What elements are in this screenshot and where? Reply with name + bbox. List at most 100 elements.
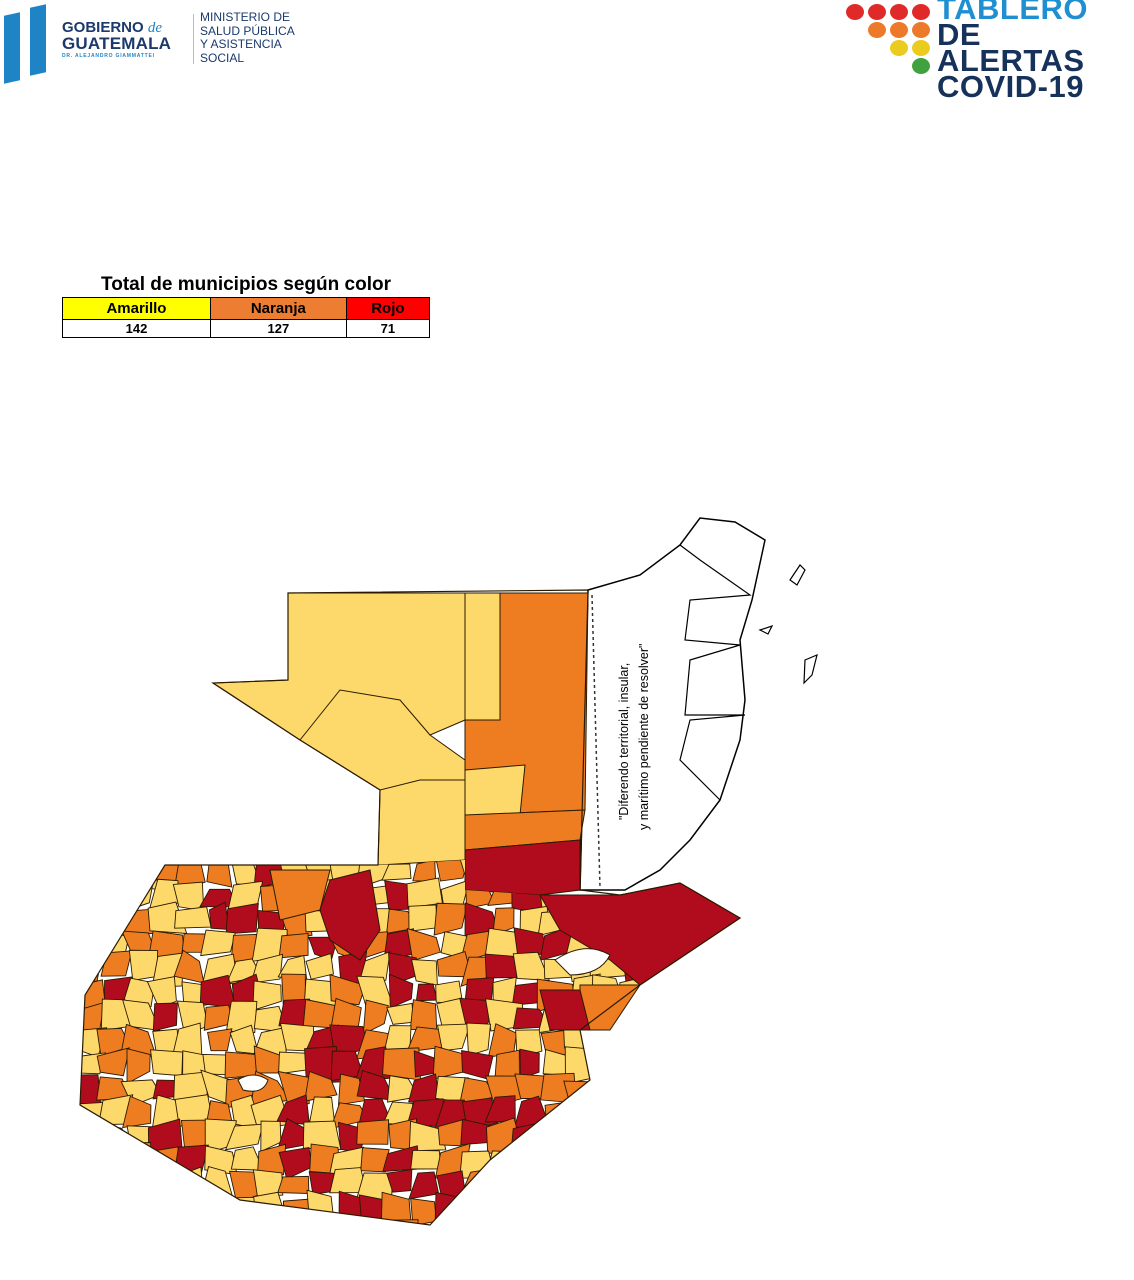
- municipality: [620, 1119, 640, 1157]
- municipality: [174, 1144, 209, 1174]
- header-naranja: Naranja: [209, 297, 347, 320]
- municipality: [225, 1000, 258, 1034]
- municipality-count-table: Amarillo Naranja Rojo 142 127 71: [62, 297, 431, 338]
- municipality: [436, 1023, 471, 1052]
- municipality: [80, 950, 104, 985]
- municipality: [622, 1168, 640, 1199]
- municipality: [466, 1022, 492, 1057]
- municipality: [252, 980, 282, 1012]
- municipality: [588, 1071, 628, 1106]
- municipality: [150, 1146, 179, 1181]
- municipality: [511, 1190, 547, 1222]
- lake-izabal: [554, 948, 611, 976]
- guatemala-outline: [79, 589, 742, 1226]
- municipality: [80, 860, 103, 892]
- municipality: [616, 1074, 640, 1104]
- municipality: [409, 999, 438, 1031]
- municipality: [411, 959, 438, 986]
- municipality: [329, 974, 367, 1006]
- municipality: [123, 1217, 160, 1225]
- municipality: [642, 1002, 678, 1033]
- municipality: [514, 1095, 552, 1130]
- municipality: [538, 1191, 574, 1225]
- municipality: [206, 860, 233, 888]
- municipality: [128, 949, 159, 981]
- municipality: [642, 1095, 677, 1131]
- municipality: [567, 1099, 603, 1123]
- summary-title: Total de municipios según color: [101, 274, 391, 295]
- municipality: [415, 983, 438, 1002]
- large-municipalities: [269, 869, 741, 1031]
- municipality: [484, 1213, 521, 1225]
- municipality: [253, 1191, 289, 1225]
- municipality: [277, 1175, 310, 1194]
- municipality: [435, 860, 470, 882]
- municipality: [646, 981, 670, 1005]
- municipality: [80, 1171, 106, 1200]
- municipality: [519, 1149, 550, 1176]
- municipality: [278, 932, 309, 959]
- municipality: [252, 1169, 284, 1198]
- municipality: [95, 879, 135, 910]
- municipality: [381, 863, 412, 881]
- municipality: [174, 906, 212, 929]
- municipality: [407, 1223, 444, 1225]
- municipality: [590, 1048, 627, 1077]
- municipality: [545, 1126, 577, 1149]
- municipality: [200, 929, 236, 957]
- municipality: [100, 950, 133, 977]
- municipality: [180, 1193, 209, 1225]
- municipality: [234, 1214, 259, 1225]
- municipality: [356, 1222, 396, 1225]
- belize-note-line1: "Diferendo territorial, insular,: [617, 663, 631, 820]
- municipality: [642, 1077, 677, 1098]
- municipality: [172, 881, 205, 912]
- municipality: [591, 1124, 628, 1156]
- municipality: [101, 1213, 131, 1225]
- municipality: [80, 879, 107, 912]
- peten-region: [211, 592, 589, 896]
- municipality: [621, 1054, 640, 1080]
- municipality: [146, 976, 177, 1009]
- municipality: [433, 902, 468, 936]
- municipality: [513, 1221, 548, 1225]
- municipality: [150, 1168, 183, 1200]
- municipality: [198, 1189, 237, 1224]
- count-amarillo: 142: [62, 319, 211, 338]
- municipality: [96, 1168, 134, 1200]
- municipality: [121, 1190, 150, 1225]
- municipality: [80, 1149, 105, 1176]
- municipality: [147, 1192, 181, 1222]
- municipality: [566, 1147, 602, 1171]
- municipality: [309, 1220, 340, 1225]
- municipality: [563, 1080, 598, 1102]
- municipality: [615, 1144, 640, 1177]
- municipality: [388, 973, 414, 1009]
- municipality: [386, 1002, 415, 1025]
- municipality: [305, 952, 334, 980]
- municipality: [593, 1167, 628, 1204]
- municipality: [615, 1213, 640, 1225]
- municipality: [356, 1119, 390, 1145]
- header-rojo: Rojo: [345, 297, 431, 320]
- municipality: [122, 1095, 152, 1129]
- municipality: [95, 1143, 130, 1177]
- municipality: [487, 1191, 517, 1225]
- municipality: [592, 1142, 623, 1174]
- municipality: [591, 1216, 626, 1225]
- municipality: [381, 1219, 419, 1225]
- municipality: [172, 1022, 203, 1057]
- municipality: [519, 1048, 540, 1080]
- municipality: [617, 1190, 640, 1225]
- municipality: [649, 1122, 677, 1148]
- municipality: [97, 860, 131, 889]
- municipality: [460, 1190, 498, 1225]
- municipality: [121, 860, 161, 891]
- municipality: [434, 1221, 471, 1225]
- tablero-alertas-covid-logo: TABLERO DE ALERTAS COVID-19: [842, 0, 1134, 102]
- municipality: [621, 1025, 640, 1052]
- municipality: [562, 1124, 603, 1154]
- municipality: [80, 1117, 105, 1156]
